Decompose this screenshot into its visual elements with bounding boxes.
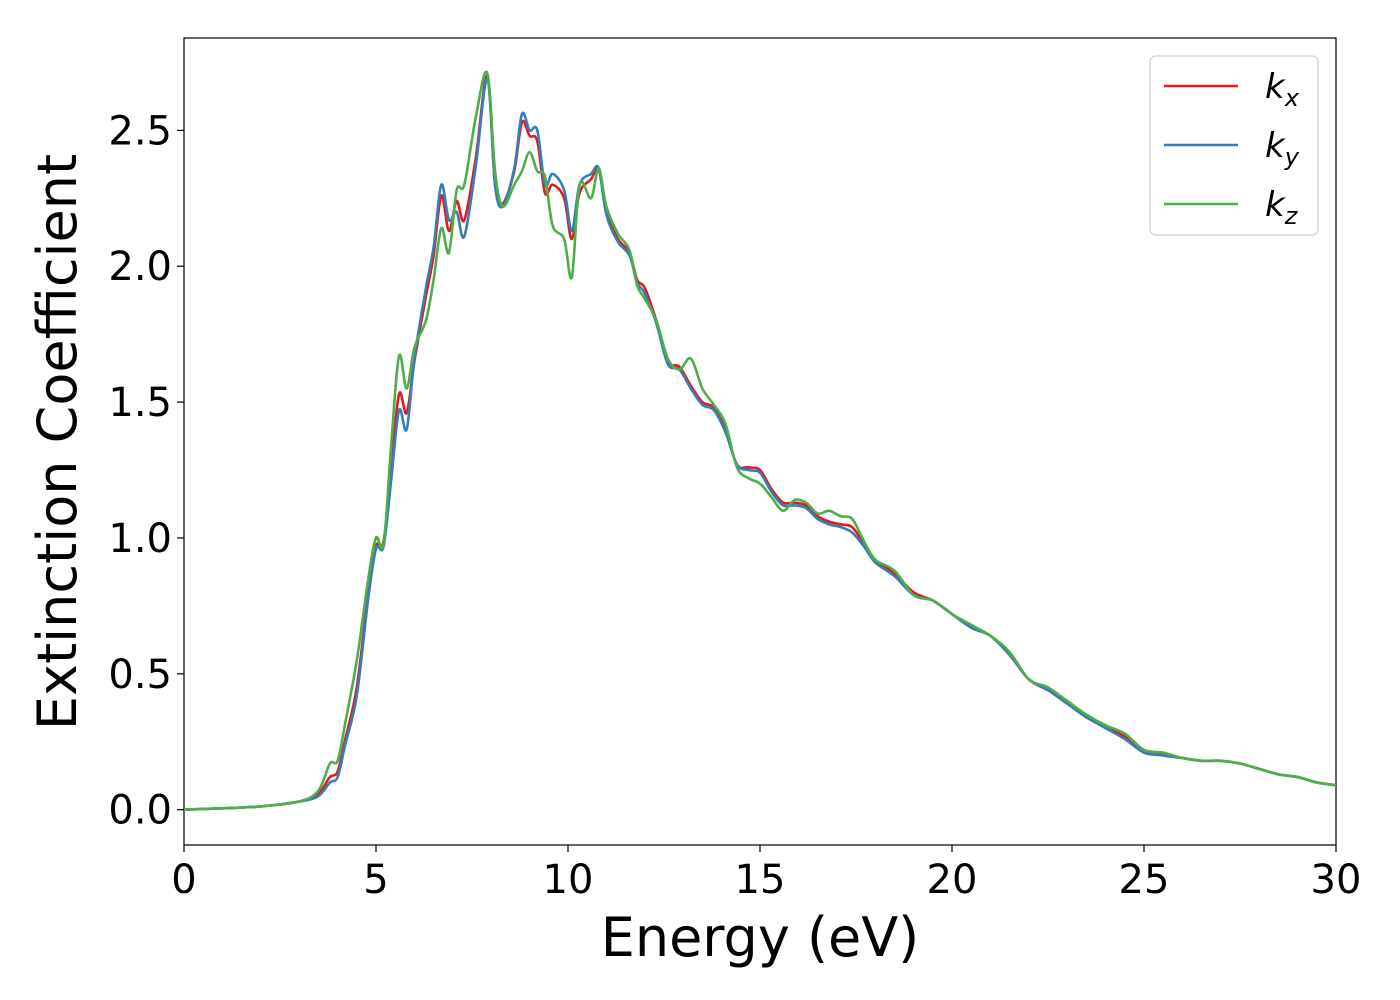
legend-label-name: k bbox=[1265, 185, 1286, 225]
x-tick-label: 5 bbox=[363, 857, 388, 903]
y-tick-label: 0.5 bbox=[108, 652, 172, 698]
legend-label-name: k bbox=[1265, 67, 1286, 107]
series-line-kz bbox=[183, 70, 1337, 811]
y-axis-ticks: 0.0 0.5 1.0 1.5 2.0 2.5 bbox=[108, 108, 184, 834]
legend-label-subscript: x bbox=[1284, 84, 1300, 112]
legend-label-name: k bbox=[1265, 126, 1286, 166]
legend-label-kz: kz bbox=[1265, 185, 1299, 230]
y-tick-label: 2.5 bbox=[108, 108, 172, 154]
legend-label-subscript: y bbox=[1284, 143, 1300, 171]
x-axis-ticks: 0 5 10 15 20 25 30 bbox=[171, 845, 1361, 903]
x-tick-label: 10 bbox=[543, 857, 594, 903]
x-tick-label: 20 bbox=[927, 857, 978, 903]
legend-label-subscript: z bbox=[1284, 202, 1299, 230]
legend-label-kx: kx bbox=[1265, 67, 1300, 112]
series-layer bbox=[183, 70, 1337, 811]
y-tick-label: 1.0 bbox=[108, 516, 172, 562]
y-tick-label: 2.0 bbox=[108, 244, 172, 290]
legend-label-ky: ky bbox=[1265, 126, 1300, 171]
y-tick-label: 1.5 bbox=[108, 380, 172, 426]
x-tick-label: 25 bbox=[1119, 857, 1170, 903]
x-tick-label: 30 bbox=[1311, 857, 1362, 903]
y-axis-label: Extinction Coefficient bbox=[26, 154, 89, 730]
x-tick-label: 0 bbox=[171, 857, 196, 903]
x-tick-label: 15 bbox=[735, 857, 786, 903]
x-axis-label: Energy (eV) bbox=[601, 906, 920, 969]
y-tick-label: 0.0 bbox=[108, 788, 172, 834]
